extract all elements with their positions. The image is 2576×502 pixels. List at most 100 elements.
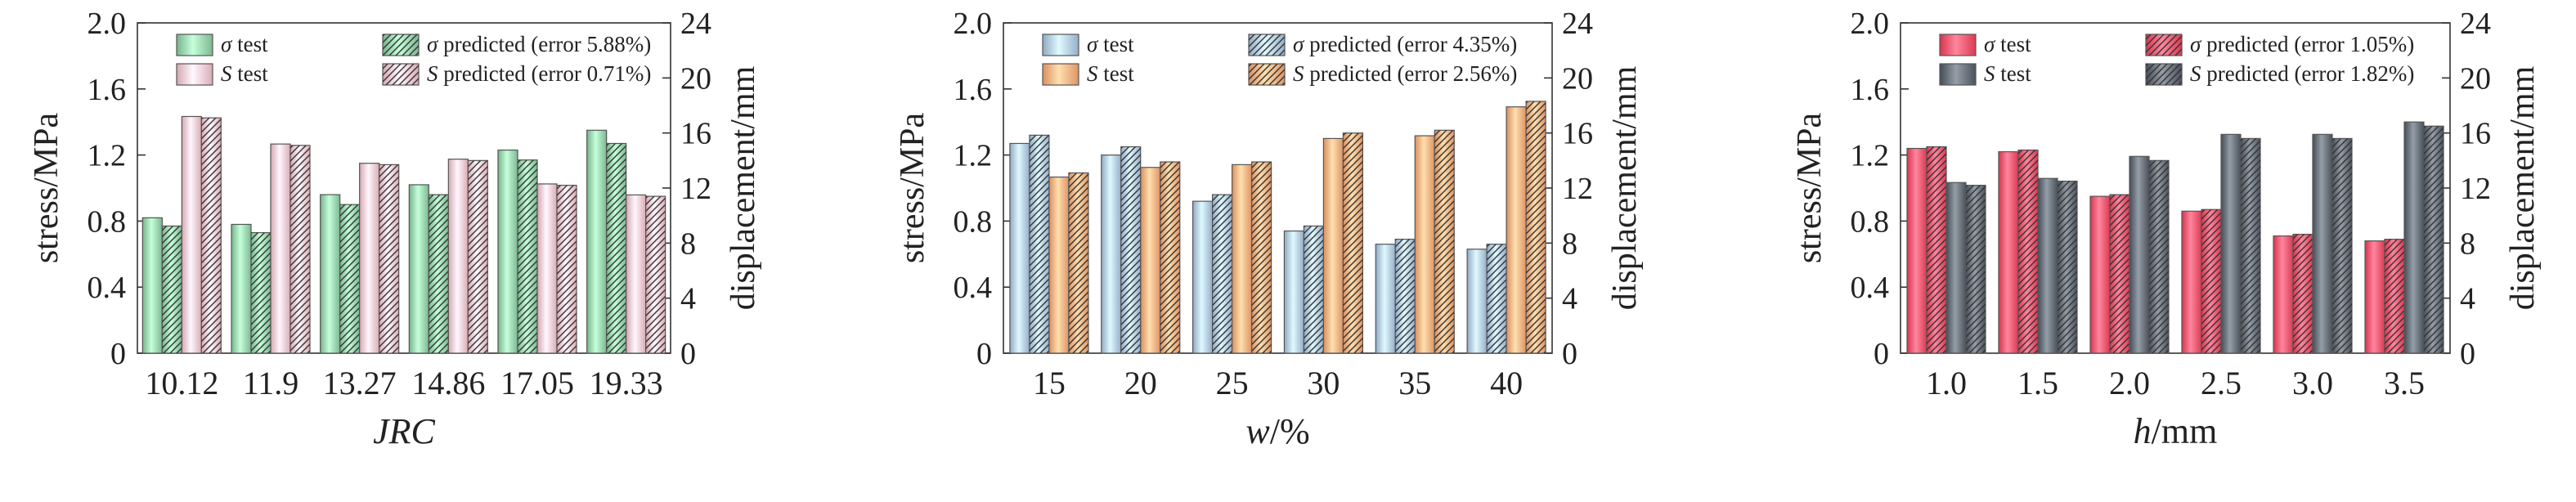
bar-hatch-sigma_pred — [339, 204, 360, 353]
bar-sigma_test — [1101, 155, 1122, 354]
legend: σ test σ predicted (error 5.88%) S test S p… — [176, 32, 651, 86]
bar-sigma_test — [231, 223, 252, 354]
left-tick-label: 1.2 — [1851, 139, 1890, 173]
bar-hatch-sigma_pred — [2293, 234, 2313, 353]
left-tick-label: 0.8 — [954, 204, 993, 239]
bar-hatch-s_pred — [645, 196, 666, 353]
legend-hatch-sigma_pred — [1249, 34, 1285, 56]
bar-hatch-s_pred — [1434, 130, 1455, 354]
bar-sigma_test — [586, 129, 608, 354]
right-tick-label: 16 — [680, 117, 711, 151]
left-axis-title: stress/MPa — [894, 112, 931, 263]
legend-hatch-s_pred — [2146, 64, 2182, 85]
right-tick-label: 0 — [2460, 337, 2475, 371]
bar-s_test — [2220, 133, 2242, 354]
bar-s_test — [447, 159, 469, 354]
x-axis-title: w/% — [1245, 411, 1309, 451]
bar-hatch-s_pred — [1160, 162, 1180, 353]
left-tick-label: 0 — [1874, 337, 1889, 371]
right-tick-label: 12 — [1562, 172, 1593, 206]
bar-hatch-sigma_pred — [251, 232, 271, 353]
left-tick-label: 0.8 — [1851, 204, 1890, 239]
bar-hatch-s_pred — [1343, 132, 1363, 353]
right-tick-label: 16 — [2460, 117, 2491, 151]
bar-hatch-s_pred — [1251, 162, 1272, 353]
x-tick-label: 35 — [1398, 365, 1431, 401]
right-tick-label: 4 — [2460, 282, 2475, 316]
bar-sigma_test — [320, 194, 341, 354]
bar-sigma_test — [1906, 147, 1928, 354]
bar-sigma_test — [408, 184, 429, 354]
right-tick-label: 20 — [1562, 61, 1593, 96]
bar-hatch-s_pred — [468, 160, 488, 353]
bar-hatch-sigma_pred — [518, 159, 537, 353]
bar-hatch-s_pred — [2424, 126, 2444, 353]
legend-label-s_test: S test — [221, 61, 268, 86]
right-tick-label: 0 — [680, 337, 696, 371]
bar-hatch-sigma_pred — [1395, 239, 1416, 353]
bar-hatch-s_pred — [290, 145, 310, 353]
legend: σ test σ predicted (error 1.05%) S test S p… — [1939, 32, 2414, 86]
right-tick-label: 24 — [1562, 7, 1593, 41]
x-tick-label: 14.86 — [411, 365, 485, 401]
legend-label-sigma_pred: σ predicted (error 4.35%) — [1293, 32, 1517, 56]
legend-hatch-sigma_pred — [383, 34, 419, 56]
left-tick-label: 0 — [976, 337, 992, 371]
bar-hatch-s_pred — [1068, 173, 1088, 353]
left-tick-label: 1.2 — [954, 139, 993, 173]
bar-sigma_test — [2181, 210, 2202, 354]
x-tick-label: 13.27 — [323, 365, 397, 401]
x-axis-title: h/mm — [2134, 411, 2218, 451]
x-tick-label: 30 — [1307, 365, 1340, 401]
right-tick-label: 8 — [680, 226, 696, 261]
bar-hatch-s_pred — [2058, 181, 2077, 353]
left-tick-label: 0.4 — [954, 271, 993, 305]
left-tick-label: 1.2 — [88, 139, 127, 173]
right-tick-label: 12 — [680, 172, 711, 206]
bar-s_test — [2037, 177, 2058, 354]
left-tick-label: 2.0 — [1851, 7, 1890, 41]
bar-hatch-sigma_pred — [1927, 146, 1946, 353]
bar-s_test — [626, 194, 647, 354]
x-axis-title: JRC — [373, 411, 435, 451]
bar-s_test — [1140, 167, 1161, 354]
right-tick-label: 16 — [1562, 117, 1593, 151]
legend-label-s_test: S test — [1984, 61, 2031, 86]
right-tick-label: 12 — [2460, 172, 2491, 206]
bar-sigma_test — [2089, 195, 2111, 354]
bar-s_test — [1414, 135, 1435, 354]
legend-swatch-sigma_test — [1939, 34, 1977, 56]
bar-sigma_test — [1283, 230, 1305, 354]
x-tick-label: 3.5 — [2384, 365, 2425, 401]
legend: σ test σ predicted (error 4.35%) S test S p… — [1042, 32, 1517, 86]
chart-panel-c: 0 0.4 0.8 1.2 1.6 2.0 0 4 8 12 16 20 24 stress/MPa dis… — [1791, 7, 2542, 451]
bar-hatch-s_pred — [557, 185, 577, 353]
bar-s_test — [1231, 164, 1253, 354]
bar-hatch-sigma_pred — [1304, 226, 1324, 353]
left-tick-label: 0 — [110, 337, 126, 371]
left-axis-title: stress/MPa — [1791, 112, 1829, 263]
left-tick-label: 2.0 — [954, 7, 993, 41]
left-tick-label: 1.6 — [954, 73, 993, 107]
right-tick-label: 4 — [680, 282, 696, 316]
legend-swatch-s_test — [1939, 63, 1977, 86]
x-tick-label: 1.5 — [2017, 365, 2058, 401]
bar-hatch-s_pred — [1526, 101, 1546, 353]
legend-label-sigma_test: σ test — [1984, 32, 2031, 56]
bar-sigma_test — [2273, 235, 2294, 354]
chart-panel-a: 0 0.4 0.8 1.2 1.6 2.0 0 4 8 12 16 20 24 stress/MPa dis… — [28, 7, 762, 451]
x-tick-label: 2.0 — [2109, 365, 2150, 401]
legend-label-s_pred: S predicted (error 1.82%) — [2190, 61, 2414, 86]
right-tick-label: 8 — [2460, 226, 2475, 261]
x-tick-label: 1.0 — [1926, 365, 1967, 401]
bar-s_test — [2312, 133, 2333, 354]
bar-sigma_test — [2364, 240, 2385, 354]
bar-s_test — [1945, 182, 1967, 354]
bar-s_test — [1322, 137, 1344, 354]
bar-sigma_test — [1375, 244, 1396, 354]
right-tick-label: 24 — [680, 7, 711, 41]
bar-hatch-sigma_pred — [2018, 150, 2038, 353]
x-tick-label: 19.33 — [590, 365, 663, 401]
bar-s_test — [2129, 155, 2150, 354]
legend-label-sigma_pred: σ predicted (error 1.05%) — [2190, 32, 2414, 56]
